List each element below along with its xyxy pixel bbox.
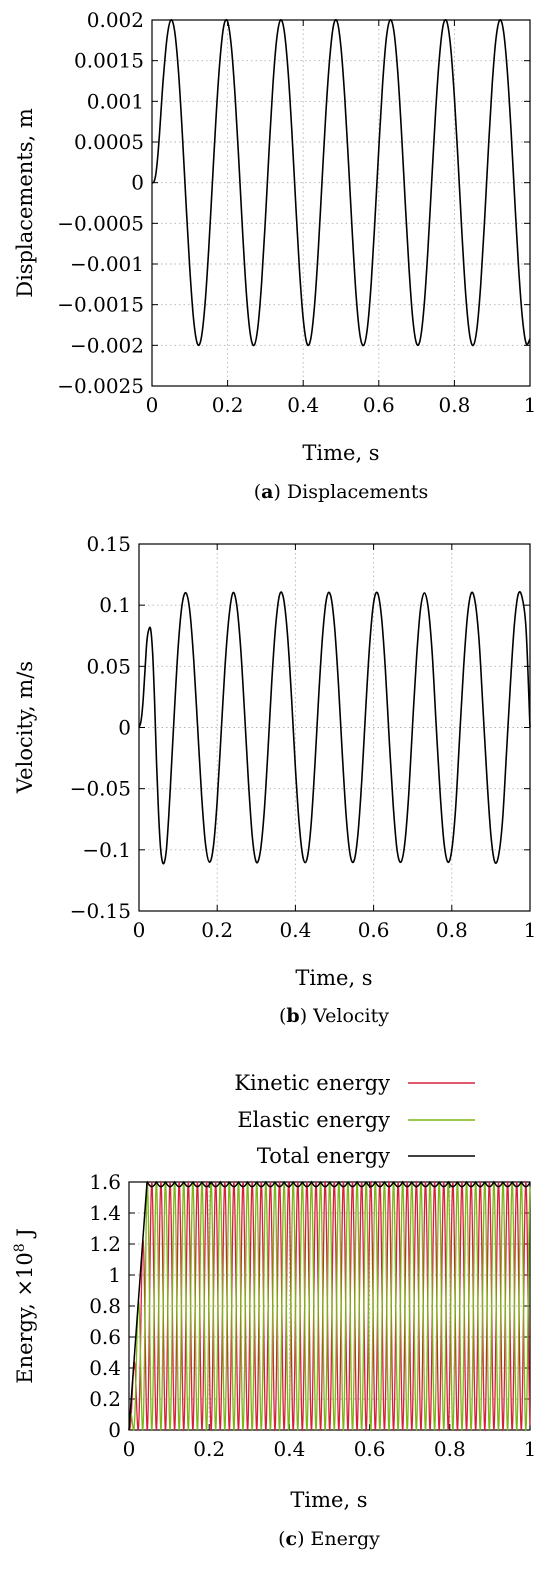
- panel-energy: Kinetic energy Elastic energy Total ener…: [12, 1071, 536, 1550]
- legend: Kinetic energy Elastic energy Total ener…: [234, 1071, 475, 1168]
- y-axis-label-c-main: Energy, ×10: [13, 1252, 37, 1384]
- legend-label-kinetic: Kinetic energy: [234, 1071, 390, 1095]
- y-tick-label-c-3: 1: [108, 1263, 121, 1287]
- series-line-displacement: [151, 18, 531, 347]
- caption-c: (c) Energy: [278, 1528, 380, 1550]
- y-tick-label-b-6: −0.15: [70, 899, 131, 923]
- y-tick-label-a-1: 0.0015: [74, 49, 144, 73]
- x-tick-label-b-3: 0.6: [358, 918, 390, 942]
- caption-text-c: Energy: [311, 1528, 381, 1550]
- y-tick-label-b-0: 0.15: [86, 532, 131, 556]
- x-tick-label-c-5: 1: [524, 1437, 537, 1461]
- x-tick-label-c-2: 0.4: [273, 1437, 305, 1461]
- y-tick-label-a-3: 0.0005: [74, 130, 144, 154]
- y-tick-label-c-8: 0: [108, 1418, 121, 1442]
- x-tick-label-a-4: 0.8: [438, 393, 470, 417]
- y-tick-label-c-6: 0.4: [89, 1356, 121, 1380]
- y-axis-label-a: Displacements, m: [13, 108, 37, 298]
- caption-letter-c: c: [286, 1528, 298, 1550]
- y-ticks-c: 1.6 1.4 1.2 1 0.8 0.6 0.4 0.2 0: [89, 1170, 530, 1442]
- y-tick-label-b-2: 0.05: [86, 654, 131, 678]
- y-tick-label-a-6: −0.001: [70, 252, 144, 276]
- grid-a: [152, 20, 530, 386]
- y-ticks-b: 0.15 0.1 0.05 0 −0.05 −0.1 −0.15: [70, 532, 530, 923]
- caption-a: (a) Displacements: [254, 481, 429, 503]
- caption-letter-a: a: [261, 481, 273, 503]
- x-ticks-b: 0 0.2 0.4 0.6 0.8 1: [133, 544, 537, 942]
- y-tick-label-b-5: −0.1: [82, 838, 131, 862]
- x-tick-label-c-4: 0.8: [434, 1437, 466, 1461]
- y-tick-label-b-4: −0.05: [70, 777, 131, 801]
- y-tick-label-c-2: 1.2: [89, 1232, 121, 1256]
- y-tick-label-b-3: 0: [118, 716, 131, 740]
- x-tick-label-b-4: 0.8: [436, 918, 468, 942]
- x-tick-label-b-2: 0.4: [279, 918, 311, 942]
- caption-letter-b: b: [286, 1005, 299, 1027]
- y-tick-label-a-5: −0.0005: [57, 211, 144, 235]
- x-tick-label-a-3: 0.6: [363, 393, 395, 417]
- x-tick-label-b-1: 0.2: [201, 918, 233, 942]
- panel-velocity: 0.15 0.1 0.05 0 −0.05 −0.1 −0.15 0 0.2 0.4 0.6 0.8…: [13, 532, 536, 1027]
- plot-frame-a: [151, 19, 531, 387]
- y-tick-label-c-4: 0.8: [89, 1294, 121, 1318]
- y-tick-label-c-1: 1.4: [89, 1201, 121, 1225]
- series-line-kinetic-energy: [128, 1180, 531, 1432]
- x-ticks-a: 0 0.2 0.4 0.6 0.8 1: [146, 20, 537, 417]
- x-tick-label-c-0: 0: [123, 1437, 136, 1461]
- y-axis-label-c-unit: J: [13, 1228, 37, 1243]
- x-tick-label-b-5: 1: [524, 918, 537, 942]
- y-tick-label-c-7: 0.2: [89, 1387, 121, 1411]
- panel-displacements: 0.002 0.0015 0.001 0.0005 0 −0.0005 −0.001 −0.0…: [13, 8, 536, 503]
- y-tick-label-a-9: −0.0025: [57, 374, 144, 398]
- legend-label-elastic: Elastic energy: [237, 1108, 390, 1132]
- y-axis-label-b: Velocity, m/s: [13, 661, 37, 794]
- y-axis-label-c: Energy, ×108 J: [12, 1228, 37, 1384]
- y-tick-label-a-0: 0.002: [87, 8, 144, 32]
- legend-label-total: Total energy: [257, 1144, 390, 1168]
- x-tick-label-a-0: 0: [146, 393, 159, 417]
- y-tick-label-a-8: −0.002: [70, 333, 144, 357]
- y-tick-label-a-7: −0.0015: [57, 293, 144, 317]
- x-tick-label-a-5: 1: [524, 393, 537, 417]
- x-axis-label-b: Time, s: [295, 966, 372, 990]
- y-tick-label-b-1: 0.1: [99, 593, 131, 617]
- y-ticks-a: 0.002 0.0015 0.001 0.0005 0 −0.0005 −0.001 −0.0…: [57, 8, 530, 398]
- caption-text-a: Displacements: [287, 481, 428, 503]
- x-axis-label-c: Time, s: [290, 1488, 367, 1512]
- x-ticks-c: 0 0.2 0.4 0.6 0.8 1: [123, 1182, 537, 1461]
- series-line-velocity: [138, 590, 531, 865]
- series-line-total-energy: [128, 1180, 531, 1431]
- x-axis-label-a: Time, s: [302, 441, 379, 465]
- x-tick-label-c-1: 0.2: [193, 1437, 225, 1461]
- x-tick-label-b-0: 0: [133, 918, 146, 942]
- y-tick-label-c-0: 1.6: [89, 1170, 121, 1194]
- y-tick-label-c-5: 0.6: [89, 1325, 121, 1349]
- y-tick-label-a-4: 0: [131, 171, 144, 195]
- x-tick-label-a-1: 0.2: [212, 393, 244, 417]
- y-axis-label-c-sup: 8: [12, 1243, 28, 1252]
- x-tick-label-c-3: 0.6: [354, 1437, 386, 1461]
- caption-b: (b) Velocity: [279, 1005, 389, 1027]
- y-tick-label-a-2: 0.001: [87, 89, 144, 113]
- caption-text-b: Velocity: [312, 1005, 389, 1027]
- x-tick-label-a-2: 0.4: [287, 393, 319, 417]
